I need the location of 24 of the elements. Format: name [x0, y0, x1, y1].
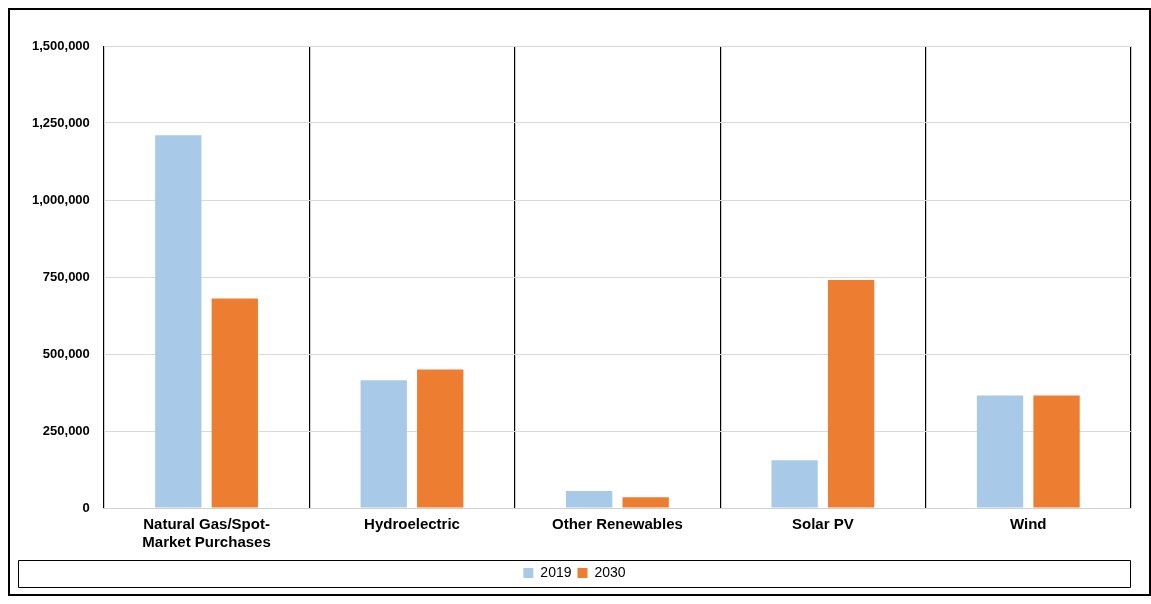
y-tick-label: 250,000	[42, 422, 90, 438]
x-tick-label: Natural Gas/Spot-Market Purchases	[142, 515, 271, 551]
x-tick-label: Wind	[1010, 515, 1047, 533]
y-tick-label: 1,000,000	[31, 191, 90, 207]
bar	[566, 491, 613, 508]
x-tick-label: Hydroelectric	[364, 515, 460, 533]
bar	[771, 460, 818, 508]
y-tick-label: 0	[82, 499, 90, 515]
bar	[827, 280, 875, 508]
bar	[976, 395, 1024, 508]
bar	[1033, 395, 1080, 508]
bar	[622, 497, 669, 508]
y-tick-label: 1,250,000	[31, 114, 90, 130]
bar	[211, 298, 258, 508]
y-tick-label: 750,000	[42, 268, 90, 284]
legend-label: 2019	[540, 563, 572, 580]
bar	[360, 380, 407, 508]
y-tick-label: 500,000	[42, 345, 90, 361]
bar	[417, 369, 464, 508]
bar	[155, 135, 202, 508]
legend-label: 2030	[594, 563, 626, 580]
x-tick-label: Solar PV	[792, 515, 854, 533]
x-tick-label: Other Renewables	[551, 515, 683, 533]
y-tick-label: 1,500,000	[31, 37, 90, 53]
